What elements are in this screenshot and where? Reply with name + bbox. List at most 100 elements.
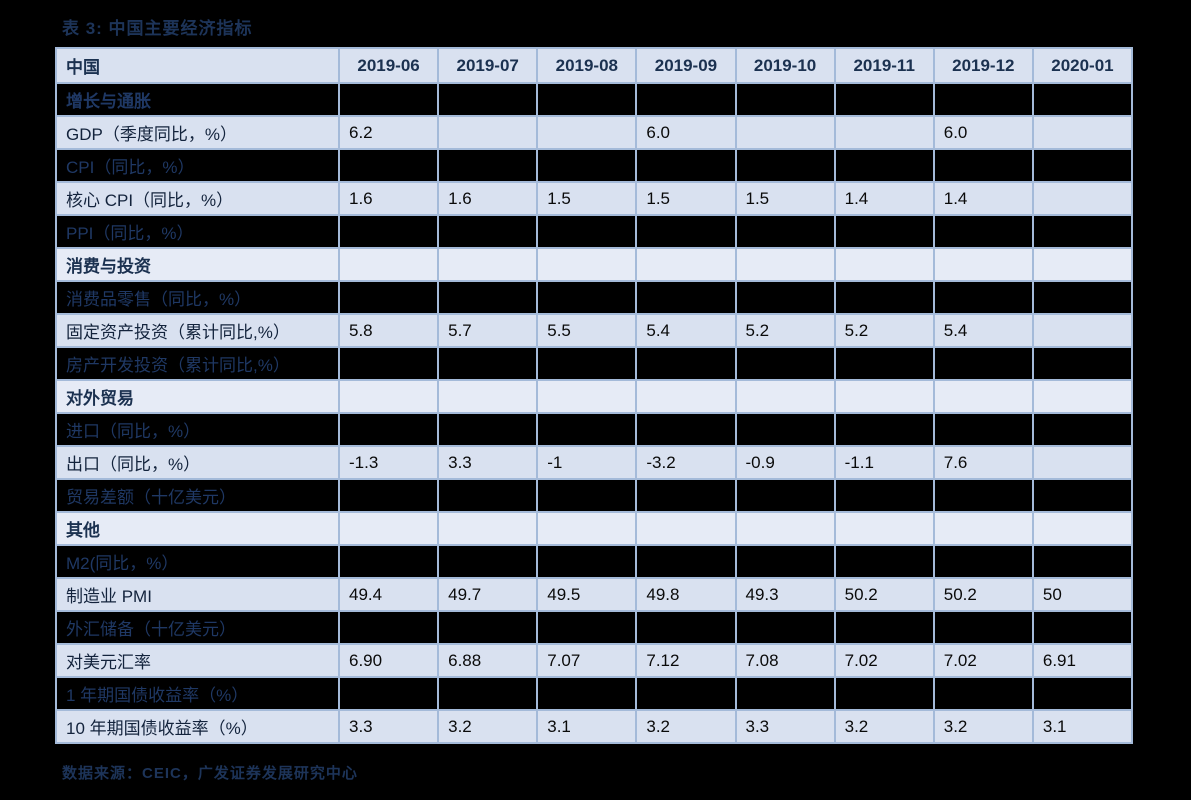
value-cell: 6.2	[337, 115, 440, 150]
value-cell	[337, 676, 440, 711]
row-label-cell: 对美元汇率	[55, 643, 340, 678]
value-cell: 7.12	[635, 643, 737, 678]
value-cell: 5.2	[734, 313, 836, 348]
value-cell: 49.4	[337, 577, 440, 612]
value-cell	[932, 511, 1034, 546]
value-cell	[734, 247, 836, 282]
column-header: 2019-12	[932, 47, 1034, 84]
value-cell	[635, 346, 737, 381]
column-header: 2019-11	[833, 47, 935, 84]
value-cell	[1031, 544, 1134, 579]
row-label-cell: 其他	[55, 511, 340, 546]
value-cell	[932, 214, 1034, 249]
value-cell: 50.2	[833, 577, 935, 612]
row-label-cell: 固定资产投资（累计同比,%）	[55, 313, 340, 348]
value-cell	[536, 148, 638, 183]
table-row: CPI（同比，%）	[55, 148, 1134, 183]
value-cell	[734, 379, 836, 414]
value-cell	[536, 346, 638, 381]
value-cell	[536, 676, 638, 711]
row-label-cell: 消费品零售（同比，%）	[55, 280, 340, 315]
value-cell	[635, 214, 737, 249]
column-header: 2019-09	[635, 47, 737, 84]
value-cell: -1.3	[337, 445, 440, 480]
value-cell: 1.4	[833, 181, 935, 216]
table-row: 1 年期国债收益率（%）	[55, 676, 1134, 711]
row-label-cell: 房产开发投资（累计同比,%）	[55, 346, 340, 381]
value-cell: 1.6	[337, 181, 440, 216]
value-cell	[932, 610, 1034, 645]
value-cell	[833, 214, 935, 249]
value-cell: 3.3	[734, 709, 836, 744]
value-cell	[833, 346, 935, 381]
value-cell: 6.91	[1031, 643, 1134, 678]
value-cell	[337, 346, 440, 381]
value-cell	[734, 214, 836, 249]
value-cell	[1031, 346, 1134, 381]
value-cell	[437, 280, 539, 315]
value-cell	[734, 280, 836, 315]
value-cell	[536, 610, 638, 645]
value-cell	[833, 115, 935, 150]
value-cell	[932, 82, 1034, 117]
value-cell	[536, 247, 638, 282]
column-header: 2020-01	[1031, 47, 1134, 84]
value-cell	[536, 115, 638, 150]
value-cell: 3.3	[337, 709, 440, 744]
value-cell	[932, 346, 1034, 381]
row-label-cell: 对外贸易	[55, 379, 340, 414]
value-cell: 7.07	[536, 643, 638, 678]
value-cell	[734, 478, 836, 513]
value-cell: 5.4	[932, 313, 1034, 348]
value-cell: 3.1	[1031, 709, 1134, 744]
value-cell	[932, 247, 1034, 282]
value-cell	[833, 148, 935, 183]
value-cell: 1.5	[536, 181, 638, 216]
value-cell	[635, 412, 737, 447]
value-cell: 3.3	[437, 445, 539, 480]
value-cell: 49.7	[437, 577, 539, 612]
value-cell	[734, 676, 836, 711]
value-cell: 3.1	[536, 709, 638, 744]
value-cell: -1.1	[833, 445, 935, 480]
value-cell	[635, 148, 737, 183]
value-cell: 6.90	[337, 643, 440, 678]
value-cell	[833, 478, 935, 513]
value-cell: -3.2	[635, 445, 737, 480]
table-row: M2(同比，%）	[55, 544, 1134, 579]
value-cell: 1.5	[734, 181, 836, 216]
value-cell	[337, 82, 440, 117]
row-label-cell: 贸易差额（十亿美元）	[55, 478, 340, 513]
value-cell	[635, 676, 737, 711]
value-cell	[1031, 478, 1134, 513]
value-cell: 3.2	[437, 709, 539, 744]
value-cell	[932, 412, 1034, 447]
value-cell	[734, 82, 836, 117]
value-cell	[932, 544, 1034, 579]
table-row: 对美元汇率 6.90 6.88 7.07 7.12 7.08 7.02 7.02 6.91	[55, 643, 1134, 678]
row-label-cell: 制造业 PMI	[55, 577, 340, 612]
value-cell	[1031, 610, 1134, 645]
table-row: 出口（同比，%） -1.3 3.3 -1 -3.2 -0.9 -1.1 7.6	[55, 445, 1134, 480]
value-cell: 7.02	[833, 643, 935, 678]
value-cell	[437, 379, 539, 414]
value-cell: 5.4	[635, 313, 737, 348]
value-cell	[437, 544, 539, 579]
value-cell	[833, 82, 935, 117]
value-cell: 50	[1031, 577, 1134, 612]
value-cell	[734, 148, 836, 183]
table-row: 核心 CPI（同比，%） 1.6 1.6 1.5 1.5 1.5 1.4 1.4	[55, 181, 1134, 216]
value-cell	[437, 247, 539, 282]
value-cell	[337, 214, 440, 249]
value-cell	[932, 379, 1034, 414]
value-cell	[734, 511, 836, 546]
value-cell	[1031, 379, 1134, 414]
value-cell	[932, 280, 1034, 315]
table-row: PPI（同比，%）	[55, 214, 1134, 249]
table-row: 进口（同比，%）	[55, 412, 1134, 447]
value-cell	[833, 379, 935, 414]
table-row: 对外贸易	[55, 379, 1134, 414]
value-cell	[833, 544, 935, 579]
row-label-cell: 出口（同比，%）	[55, 445, 340, 480]
value-cell	[1031, 280, 1134, 315]
